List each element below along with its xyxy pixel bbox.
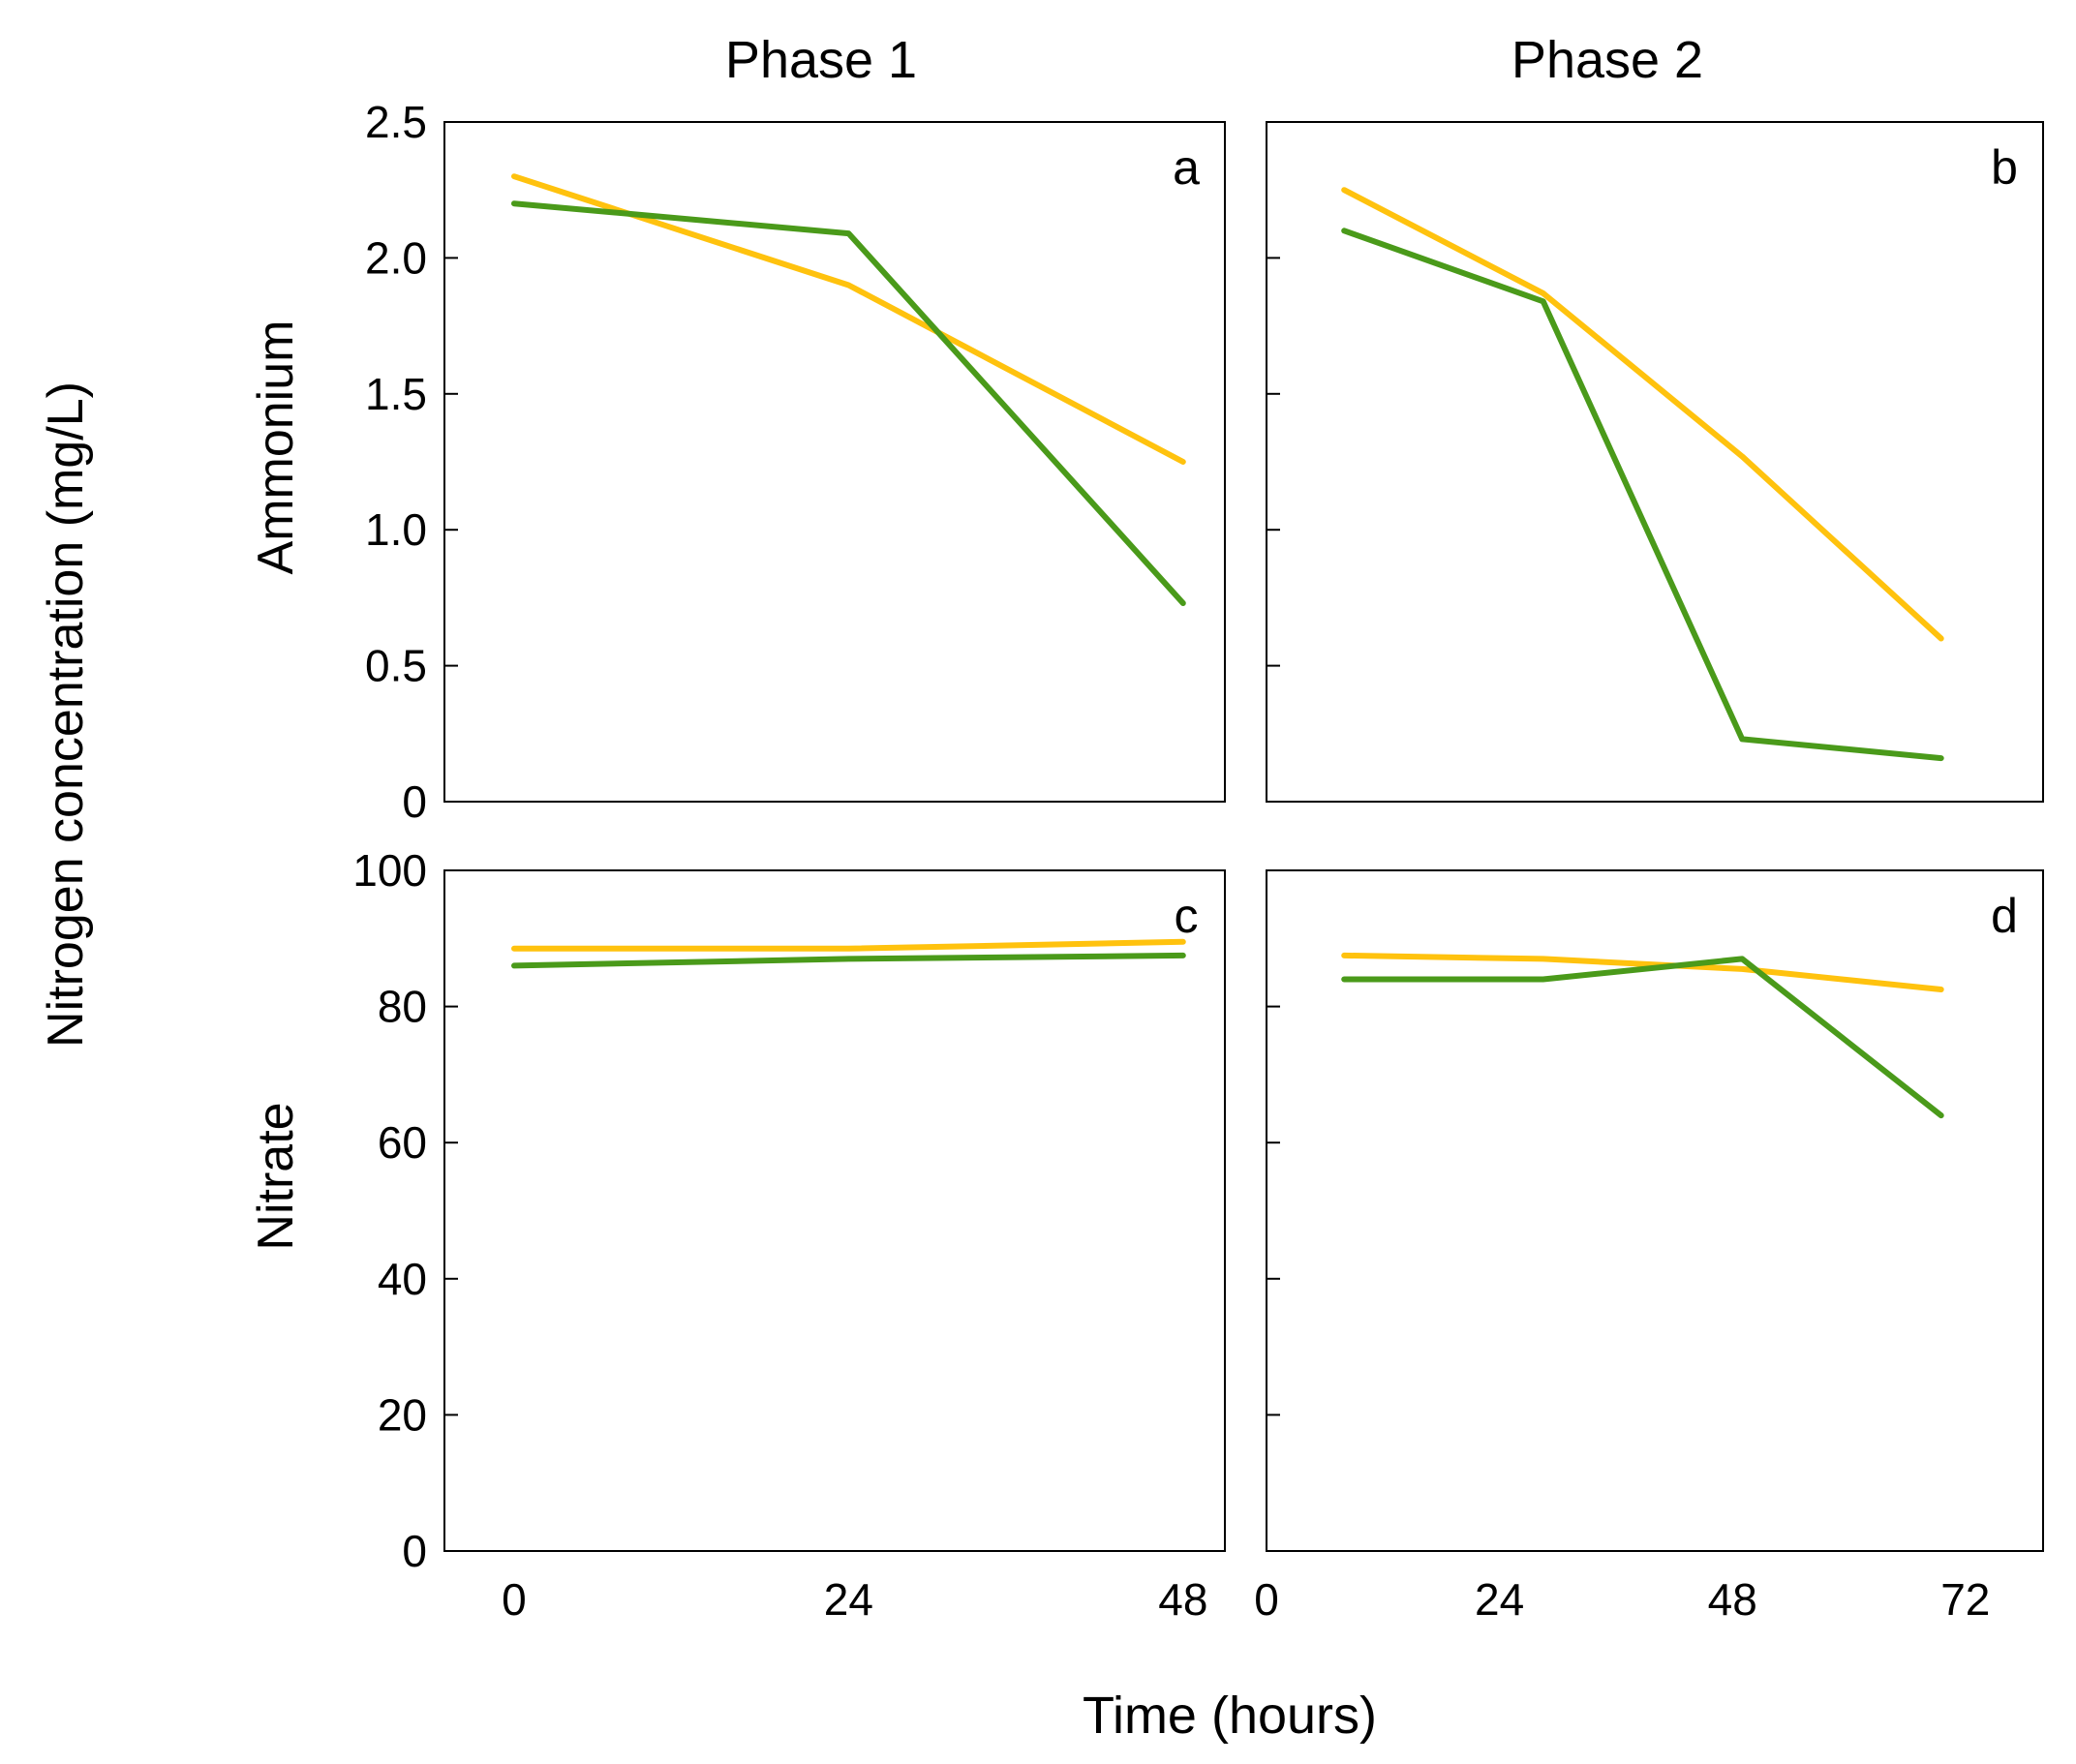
y-axis-title: Nitrogen concentration (mg/L): [38, 381, 94, 1048]
series-line-green: [1341, 956, 1944, 1119]
x-tick-label: 0: [1254, 1574, 1279, 1625]
plot-frame: [443, 121, 1226, 803]
series-line-green: [1341, 228, 1944, 762]
plot-frame: [1266, 121, 2044, 803]
panel-a: 0 0.5 1.0 1.5 2.0 2.5 a: [365, 97, 1226, 827]
x-tick-label: 48: [1158, 1574, 1207, 1625]
x-tick-label: 72: [1940, 1574, 1990, 1625]
y-tick-label: 60: [378, 1117, 427, 1168]
panel-label: d: [1991, 889, 2018, 943]
y-tick-label: 1.5: [365, 369, 427, 419]
column-title-phase-2: Phase 2: [1511, 31, 1703, 89]
y-tick-label: 1.0: [365, 504, 427, 555]
panel-d: 0 24 48 72 d: [1254, 869, 2044, 1625]
series-line-yellow: [511, 938, 1186, 952]
panel-c: 0 20 40 60 80 100 0 24 48 c: [352, 845, 1226, 1625]
x-tick-label: 24: [1475, 1574, 1524, 1625]
y-tick-label: 2.5: [365, 97, 427, 147]
x-axis-title: Time (hours): [1083, 1687, 1377, 1745]
series-line-yellow: [1341, 952, 1944, 992]
y-tick-label: 80: [378, 982, 427, 1032]
plot-frame: [443, 869, 1226, 1552]
series-line-green: [511, 200, 1186, 606]
series-line-yellow: [1341, 187, 1944, 642]
y-tick-label: 20: [378, 1389, 427, 1440]
series-line-green: [511, 952, 1186, 969]
y-tick-label: 100: [352, 845, 427, 896]
row-label-nitrate: Nitrate: [248, 1102, 304, 1250]
x-tick-label: 24: [824, 1574, 873, 1625]
panel-label: a: [1173, 140, 1200, 195]
y-tick-label: 40: [378, 1254, 427, 1304]
y-tick-label: 0: [402, 1526, 427, 1576]
row-label-ammonium: Ammonium: [248, 320, 304, 575]
y-tick-label: 0: [402, 776, 427, 827]
x-tick-label: 0: [502, 1574, 527, 1625]
series-line-yellow: [511, 173, 1186, 465]
x-tick-label: 48: [1708, 1574, 1757, 1625]
panel-label: b: [1991, 140, 2018, 195]
y-tick-label: 0.5: [365, 641, 427, 691]
column-title-phase-1: Phase 1: [725, 31, 917, 89]
panels: 0 0.5 1.0 1.5 2.0 2.5 a b 0 20 40 60 80 100 0 24 48 c 0 24 4…: [352, 97, 2044, 1625]
y-tick-label: 2.0: [365, 232, 427, 283]
plot-frame: [1266, 869, 2044, 1552]
panel-b: b: [1266, 121, 2044, 803]
panel-label: c: [1175, 889, 1199, 943]
